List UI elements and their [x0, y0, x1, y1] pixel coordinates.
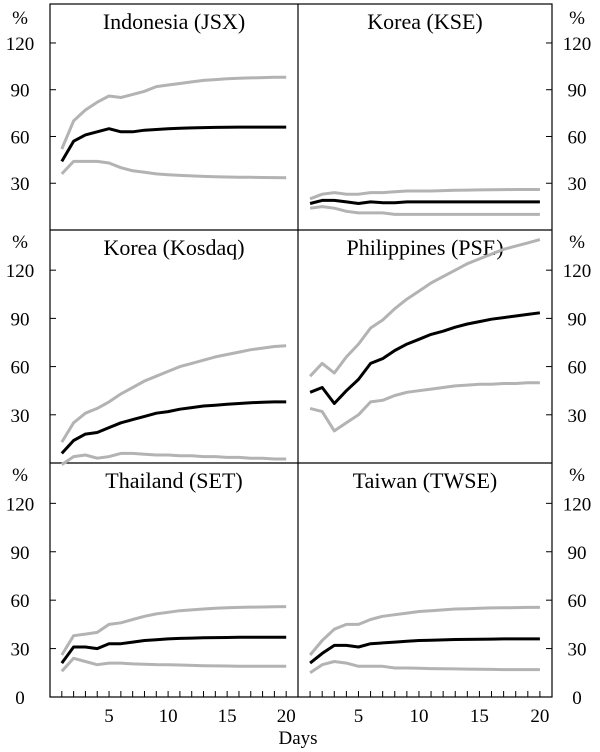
panel: Taiwan (TWSE) — [308, 468, 540, 675]
y-tick-label: 90 — [11, 543, 30, 564]
lower-band-line — [309, 205, 540, 216]
panel-title: Korea (Kosdaq) — [103, 235, 244, 260]
y-tick-label: 90 — [11, 309, 30, 330]
y-tick-label: 60 — [11, 358, 30, 379]
upper-band-line — [309, 238, 541, 378]
y-tick-label: 90 — [568, 543, 587, 564]
y-tick-label: 120 — [6, 494, 35, 515]
y-unit-label: % — [12, 232, 28, 253]
y-tick-label: 90 — [568, 309, 587, 330]
lower-band-line — [60, 451, 287, 466]
y-tick-label: 90 — [11, 81, 30, 102]
x-tick-label: 20 — [530, 706, 549, 727]
panel-title: Indonesia (JSX) — [103, 9, 245, 34]
central-line — [309, 637, 540, 665]
y-unit-label: % — [12, 8, 28, 29]
x-tick-label: 15 — [218, 706, 237, 727]
panel: Korea (Kosdaq) — [60, 235, 287, 466]
central-line — [60, 125, 287, 163]
y-tick-label: 120 — [6, 261, 35, 282]
y-tick-label: 30 — [11, 640, 30, 661]
upper-band-line — [308, 605, 540, 656]
panel-title: Korea (KSE) — [367, 9, 482, 34]
central-line — [60, 635, 287, 664]
panel: Indonesia (JSX) — [60, 9, 287, 180]
panel: Philippines (PSE) — [309, 235, 541, 433]
panel-title: Thailand (SET) — [105, 468, 242, 493]
y-tick-label: 120 — [563, 34, 592, 55]
y-tick-label: 60 — [11, 591, 30, 612]
upper-band-line — [60, 605, 287, 656]
x-tick-label: 5 — [354, 706, 364, 727]
y-tick-label: 60 — [568, 591, 587, 612]
y-unit-label: % — [569, 232, 585, 253]
central-line — [309, 198, 540, 205]
y-tick-label: 30 — [568, 406, 587, 427]
central-line — [60, 400, 287, 455]
y-tick-label: 90 — [568, 81, 587, 102]
y-tick-label: 30 — [11, 174, 30, 195]
y-tick-label: 30 — [568, 640, 587, 661]
y-tick-label: 60 — [11, 127, 30, 148]
lower-band-line — [309, 381, 540, 433]
y-tick-label: 120 — [563, 494, 592, 515]
central-line — [309, 311, 541, 405]
y-tick-label: 60 — [568, 127, 587, 148]
x-tick-label: 10 — [409, 706, 428, 727]
plot-border — [49, 3, 553, 698]
y-unit-label: % — [569, 8, 585, 29]
chart-frame — [49, 3, 553, 698]
panels: Indonesia (JSX) Korea (KSE) Korea (Kosdaq)… — [60, 9, 541, 675]
x-tick-label: 5 — [104, 706, 114, 727]
y-tick-label: 120 — [6, 34, 35, 55]
x-tick-label: 20 — [277, 706, 296, 727]
upper-band-line — [309, 188, 540, 201]
y-tick-label: 120 — [563, 261, 592, 282]
x-axis-label: Days — [278, 728, 317, 749]
panel: Thailand (SET) — [60, 468, 287, 673]
y-tick-label: 0 — [572, 688, 582, 709]
y-unit-label: % — [569, 465, 585, 486]
upper-band-line — [60, 344, 287, 443]
axes: % % 30 30 60 60 90 90 120 120% % 30 30 60 60 90 90 120 120… — [6, 8, 592, 727]
y-tick-label: 0 — [15, 688, 25, 709]
panel-title: Taiwan (TWSE) — [353, 468, 497, 493]
upper-band-line — [60, 75, 287, 150]
y-tick-label: 30 — [568, 174, 587, 195]
lower-band-line — [60, 656, 287, 673]
y-tick-label: 30 — [11, 406, 30, 427]
panel-title: Philippines (PSE) — [346, 235, 503, 260]
x-tick-label: 10 — [159, 706, 178, 727]
x-tick-label: 15 — [470, 706, 489, 727]
panel: Korea (KSE) — [309, 9, 540, 216]
y-tick-label: 60 — [568, 358, 587, 379]
lower-band-line — [309, 660, 540, 675]
y-unit-label: % — [12, 465, 28, 486]
lower-band-line — [60, 159, 287, 180]
